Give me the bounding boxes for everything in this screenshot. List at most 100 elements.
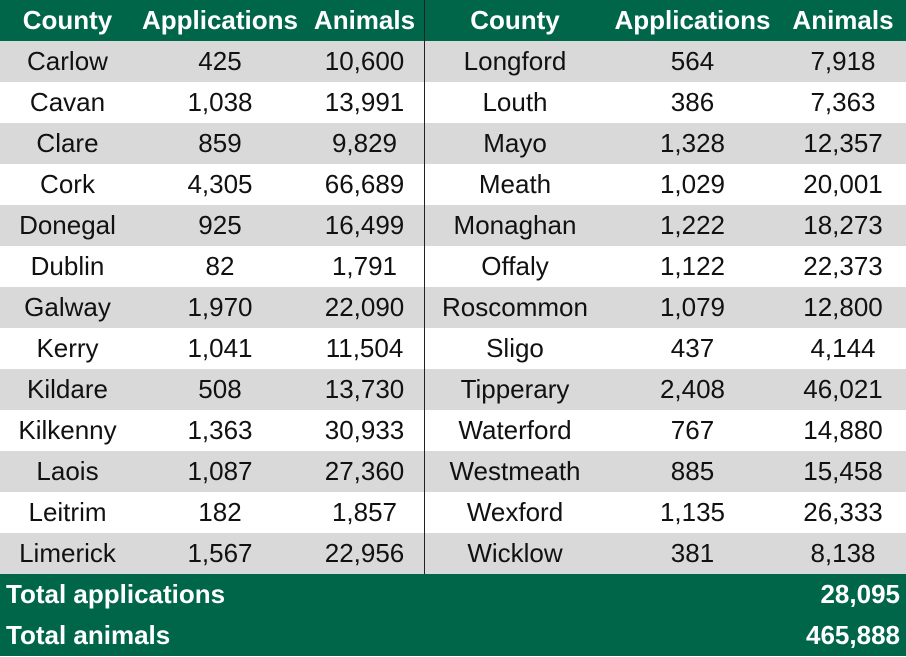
right-animals-cell: 14,880 [803,415,883,445]
left-county-cell: Clare [36,128,99,158]
table-row: Cork 4,305 66,689 Meath 1,029 20,001 [0,164,906,205]
right-county-cell: Westmeath [449,456,581,486]
header-row: County Applications Animals County Appli… [0,0,906,41]
right-applications-cell: 564 [670,46,715,76]
left-applications-cell: 925 [198,210,242,240]
total-animals-row: Total animals 465,888 [0,615,906,656]
total-applications-row: Total applications 28,095 [0,574,906,615]
left-county-cell: Kildare [27,374,108,404]
right-county-cell: Waterford [458,415,572,445]
right-animals-cell: 7,918 [810,46,876,76]
right-county-cell: Offaly [481,251,549,281]
left-county-cell: Kilkenny [18,415,117,445]
right-animals-cell: 12,800 [803,292,883,322]
left-applications-cell: 1,087 [187,456,253,486]
right-animals-cell: 22,373 [803,251,883,281]
total-animals-label: Total animals [6,620,171,650]
table-row: Limerick 1,567 22,956 Wicklow 381 8,138 [0,533,906,574]
right-animals-cell: 8,138 [810,538,876,568]
left-animals-cell: 1,791 [305,246,425,287]
left-county-cell: Dublin [30,251,105,281]
left-applications-cell: 4,305 [187,169,253,199]
right-county-cell: Roscommon [442,292,588,322]
header-applications: Applications [141,5,298,35]
header-animals: Animals [792,5,894,35]
right-applications-cell: 1,029 [659,169,726,199]
right-animals-cell: 12,357 [803,128,883,158]
right-applications-cell: 1,135 [659,497,726,527]
right-applications-cell: 1,122 [659,251,726,281]
right-county-cell: Wicklow [467,538,563,568]
right-county-cell: Sligo [486,333,544,363]
header-county: County [470,5,560,35]
table-row: Clare 859 9,829 Mayo 1,328 12,357 [0,123,906,164]
right-applications-cell: 767 [670,415,715,445]
table-row: Leitrim 182 1,857 Wexford 1,135 26,333 [0,492,906,533]
table-body: Carlow 425 10,600 Longford 564 7,918 Cavan 1,03… [0,41,906,574]
right-applications-cell: 381 [670,538,715,568]
total-applications-value: 28,095 [820,579,900,609]
right-applications-cell: 1,328 [659,128,726,158]
right-animals-cell: 46,021 [803,374,883,404]
right-county-cell: Meath [478,169,552,199]
left-county-cell: Carlow [27,46,108,76]
left-county-cell: Galway [24,292,111,322]
right-animals-cell: 26,333 [803,497,883,527]
left-applications-cell: 1,041 [187,333,253,363]
right-animals-cell: 18,273 [803,210,883,240]
right-animals-cell: 20,001 [803,169,883,199]
right-applications-cell: 2,408 [659,374,726,404]
right-county-cell: Louth [482,87,548,117]
table-row: Kerry 1,041 11,504 Sligo 437 4,144 [0,328,906,369]
left-animals-cell: 9,829 [305,123,425,164]
table-row: Galway 1,970 22,090 Roscommon 1,079 12,800 [0,287,906,328]
left-county-cell: Cork [40,169,95,199]
right-applications-cell: 386 [670,87,715,117]
left-animals-cell: 16,499 [305,205,425,246]
left-county-cell: Kerry [36,333,99,363]
right-applications-cell: 1,079 [659,292,726,322]
left-applications-cell: 859 [198,128,242,158]
right-applications-cell: 437 [670,333,715,363]
left-applications-cell: 82 [205,251,235,281]
left-animals-cell: 66,689 [305,164,425,205]
left-county-cell: Cavan [29,87,106,117]
table-row: Kilkenny 1,363 30,933 Waterford 767 14,880 [0,410,906,451]
left-applications-cell: 1,363 [187,415,253,445]
right-county-cell: Mayo [483,128,547,158]
left-applications-cell: 1,038 [187,87,253,117]
total-animals-value: 465,888 [806,620,900,650]
right-county-cell: Monaghan [453,210,577,240]
left-animals-cell: 13,991 [305,82,425,123]
left-applications-cell: 508 [198,374,242,404]
left-animals-cell: 30,933 [305,410,425,451]
right-county-cell: Longford [463,46,567,76]
left-county-cell: Limerick [19,538,116,568]
left-county-cell: Laois [36,456,99,486]
table-row: Donegal 925 16,499 Monaghan 1,222 18,273 [0,205,906,246]
left-animals-cell: 1,857 [305,492,425,533]
total-applications-label: Total applications [6,579,226,609]
right-county-cell: Tipperary [460,374,570,404]
left-animals-cell: 11,504 [305,328,425,369]
table-row: Carlow 425 10,600 Longford 564 7,918 [0,41,906,82]
left-applications-cell: 1,970 [187,292,253,322]
left-animals-cell: 10,600 [305,41,425,82]
table-row: Dublin 82 1,791 Offaly 1,122 22,373 [0,246,906,287]
header-applications: Applications [614,5,771,35]
table-row: Cavan 1,038 13,991 Louth 386 7,363 [0,82,906,123]
left-applications-cell: 1,567 [187,538,253,568]
table-row: Laois 1,087 27,360 Westmeath 885 15,458 [0,451,906,492]
left-animals-cell: 13,730 [305,369,425,410]
left-applications-cell: 425 [198,46,242,76]
left-applications-cell: 182 [198,497,242,527]
left-county-cell: Donegal [19,210,116,240]
left-animals-cell: 22,090 [305,287,425,328]
right-animals-cell: 4,144 [810,333,876,363]
right-applications-cell: 1,222 [659,210,726,240]
header-animals: Animals [305,0,425,41]
left-animals-cell: 22,956 [305,533,425,574]
right-applications-cell: 885 [670,456,715,486]
left-county-cell: Leitrim [28,497,107,527]
right-county-cell: Wexford [466,497,564,527]
